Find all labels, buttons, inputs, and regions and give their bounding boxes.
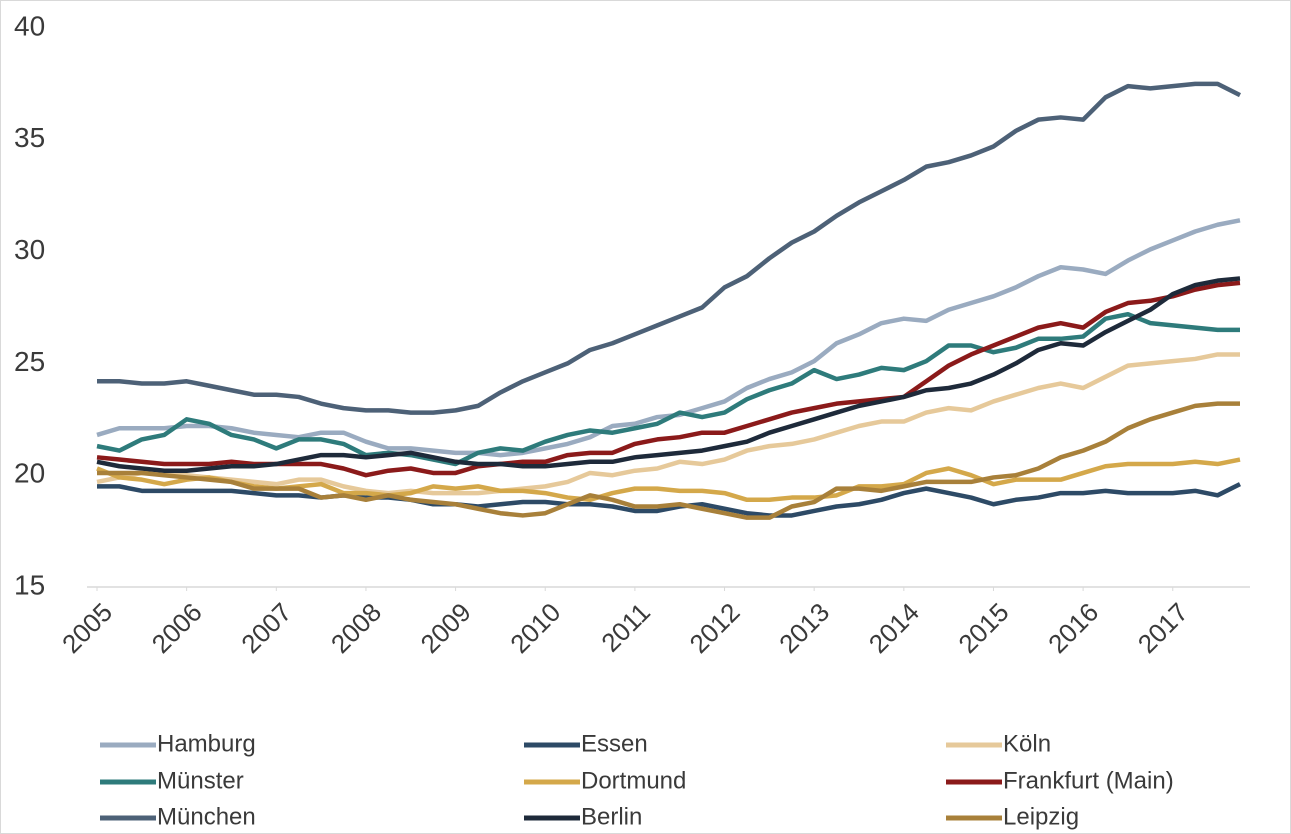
y-tick-label: 25 [14,346,45,377]
legend-label: Berlin [581,803,642,830]
y-tick-label: 35 [14,122,45,153]
legend-label: Leipzig [1003,803,1079,830]
legend-label: Hamburg [157,730,256,757]
y-tick-label: 40 [14,10,45,41]
legend-label: Dortmund [581,767,686,794]
series-line [97,81,1242,415]
legend-label: Münster [157,767,244,794]
series-line [96,311,1240,467]
y-tick-label: 30 [14,234,45,265]
series-line [97,482,1242,518]
series-line [97,401,1240,520]
series-line [96,276,1241,473]
legend-label: Köln [1003,730,1051,757]
legend-label: Frankfurt (Main) [1003,767,1174,794]
legend-label: München [157,803,256,830]
series-line [96,352,1240,496]
y-tick-label: 20 [14,458,45,489]
legend-label: Essen [581,730,648,757]
y-tick-label: 15 [14,569,45,600]
